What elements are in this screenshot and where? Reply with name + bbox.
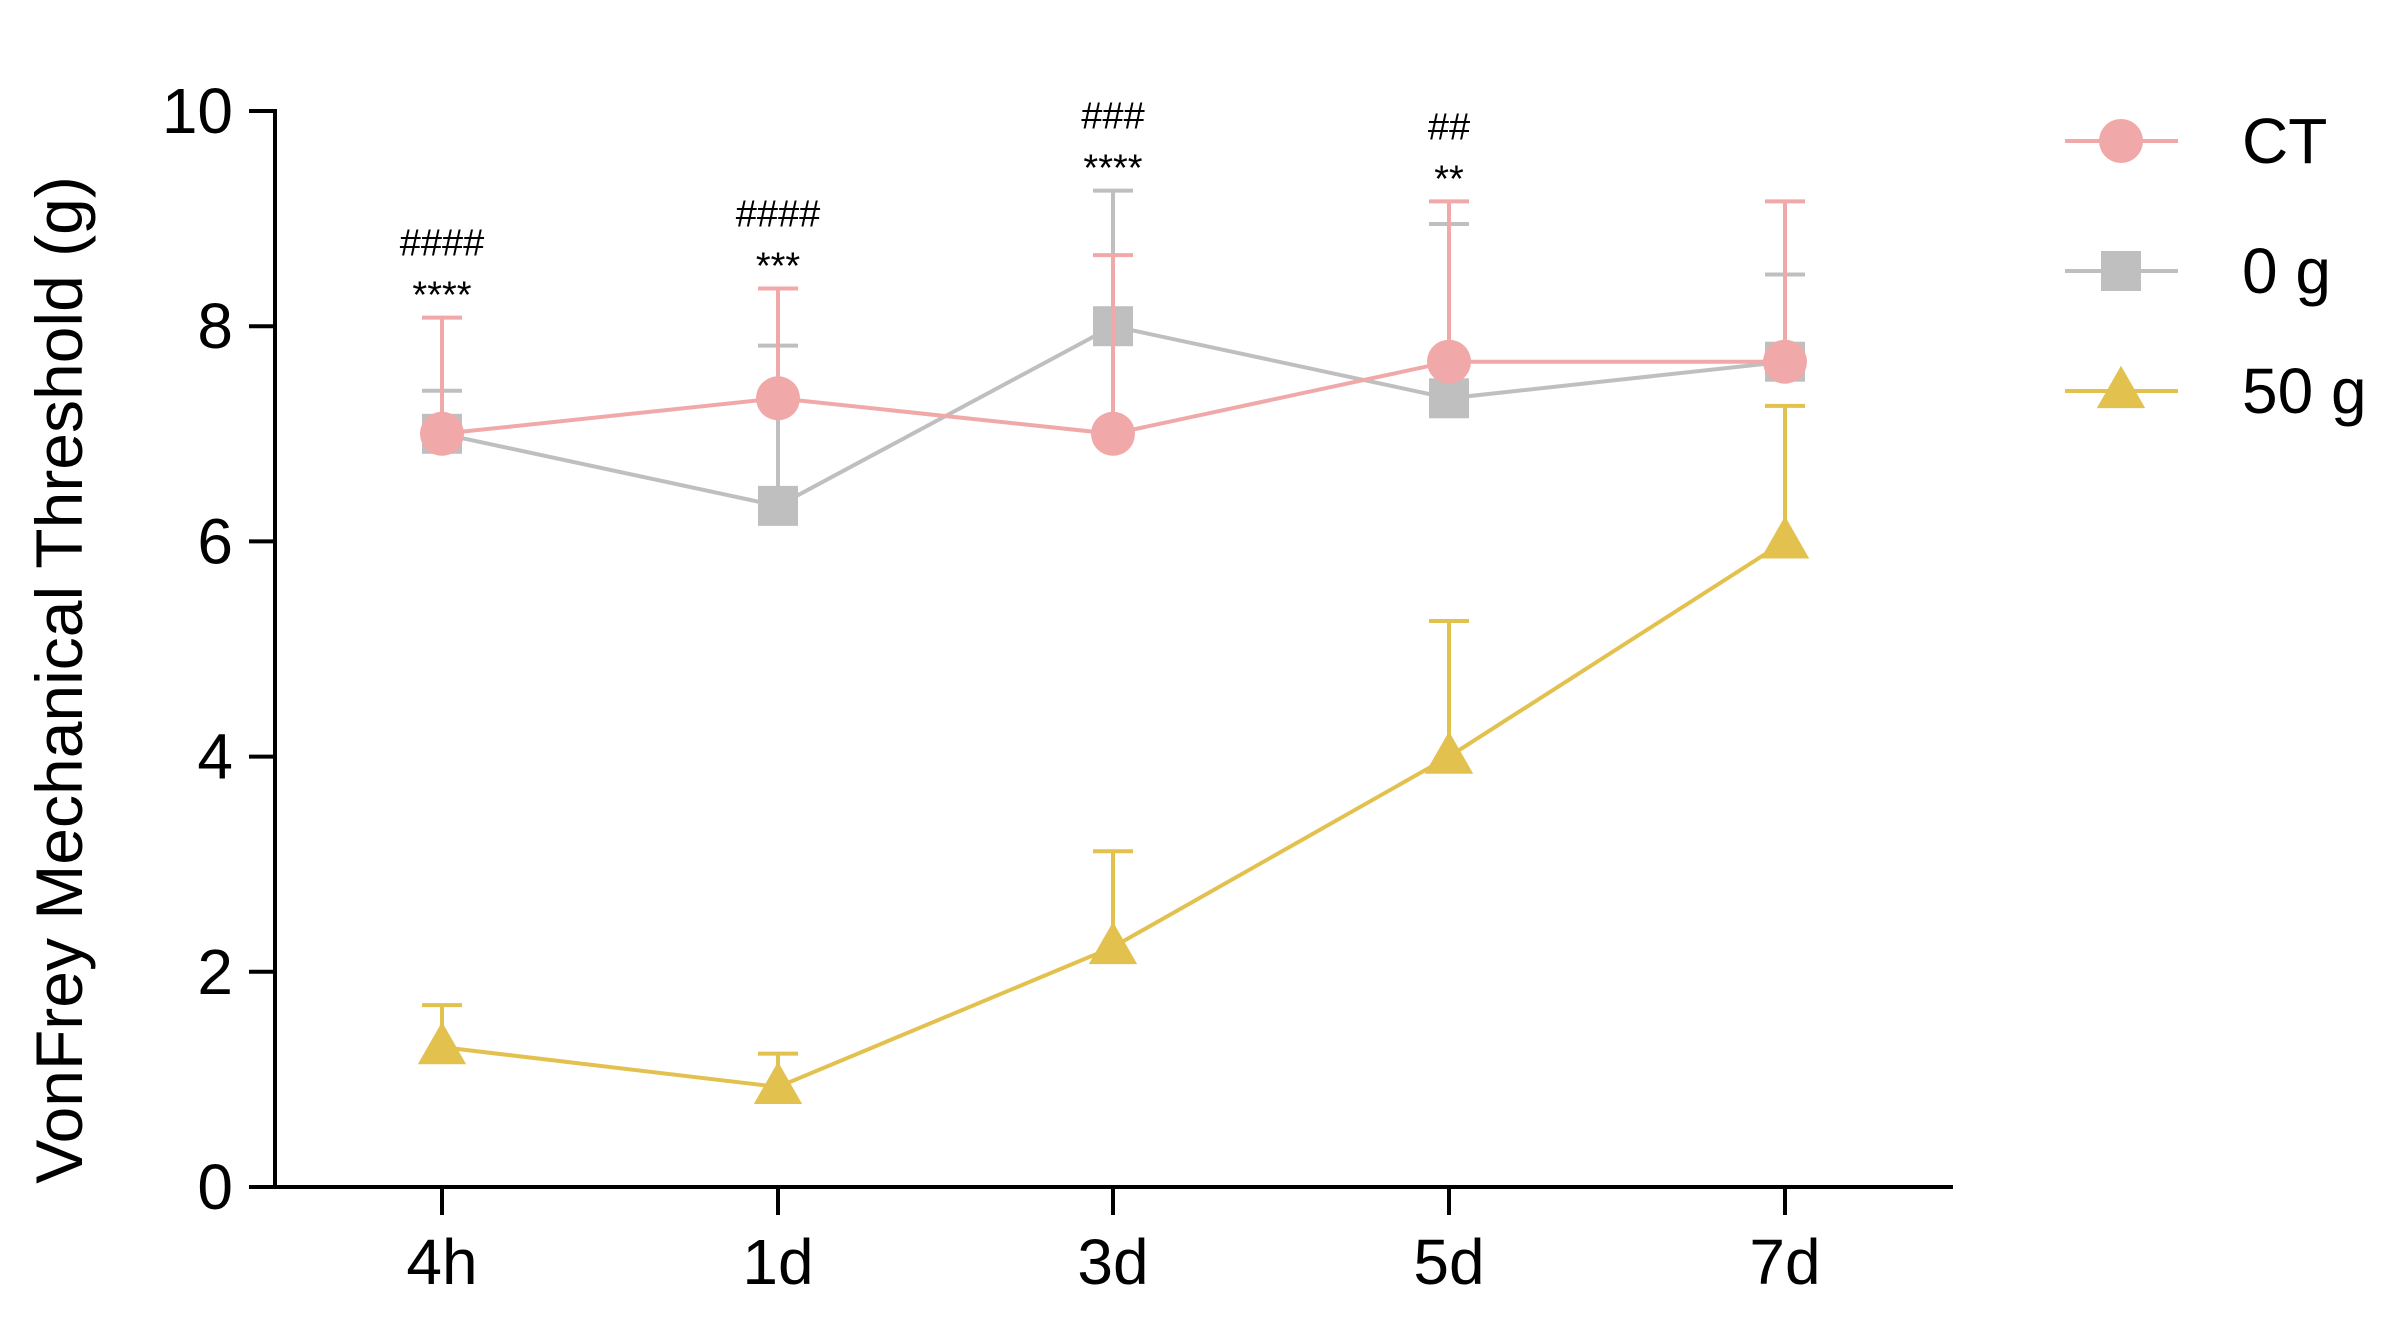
- legend: CT 0 g 50 g: [2065, 105, 2367, 427]
- y-tick-label: 8: [197, 290, 233, 362]
- data-point: [1427, 339, 1471, 384]
- data-point: [1429, 378, 1469, 419]
- significance-stars: **: [1434, 158, 1464, 200]
- legend-item-ct: CT: [2065, 105, 2327, 177]
- annotation-layer: **** #### *** #### **** ### ** ##: [400, 96, 1470, 317]
- x-tick-label: 3d: [1077, 1226, 1148, 1298]
- significance-stars: ****: [1083, 148, 1142, 190]
- y-tick-label: 2: [197, 936, 233, 1008]
- series-line: [441, 539, 1787, 1089]
- data-point: [1760, 516, 1810, 559]
- legend-marker: [2101, 251, 2141, 291]
- legend-marker: [2096, 365, 2146, 409]
- y-tick-label: 6: [197, 505, 233, 577]
- y-tick-label: 0: [197, 1151, 233, 1223]
- significance-hash: ####: [736, 194, 821, 236]
- axes: 0 2 4 6 8 10 4h 1d 3d 5d 7d: [162, 75, 1953, 1298]
- x-tick-label: 4h: [406, 1226, 477, 1298]
- series-layer: [417, 188, 1810, 1105]
- legend-item-0g: 0 g: [2065, 235, 2331, 307]
- significance-stars: ***: [756, 246, 801, 288]
- series-50g: [417, 403, 1810, 1105]
- data-point: [753, 1061, 803, 1105]
- data-point: [1763, 339, 1807, 384]
- data-point: [1091, 411, 1135, 456]
- legend-label: CT: [2242, 105, 2327, 177]
- x-tick-label: 1d: [742, 1226, 813, 1298]
- data-point: [417, 1021, 467, 1065]
- data-point: [1088, 921, 1138, 965]
- significance-hash: ##: [1428, 106, 1470, 148]
- legend-marker: [2099, 119, 2143, 163]
- x-tick-label: 7d: [1749, 1226, 1820, 1298]
- significance-hash: ###: [1081, 96, 1144, 138]
- x-tick-label: 5d: [1413, 1226, 1484, 1298]
- series-ct: [420, 199, 1807, 456]
- y-tick-label: 10: [162, 75, 233, 147]
- data-point: [1424, 731, 1474, 774]
- y-tick-label: 4: [197, 721, 233, 793]
- y-axis-title: VonFrey Mechanical Threshold (g): [22, 176, 96, 1184]
- significance-stars: ****: [412, 275, 471, 317]
- data-point: [758, 485, 798, 526]
- significance-hash: ####: [400, 223, 485, 265]
- data-point: [756, 376, 800, 421]
- legend-label: 0 g: [2242, 235, 2331, 307]
- legend-label: 50 g: [2242, 355, 2367, 427]
- data-point: [420, 411, 464, 456]
- legend-item-50g: 50 g: [2065, 355, 2367, 427]
